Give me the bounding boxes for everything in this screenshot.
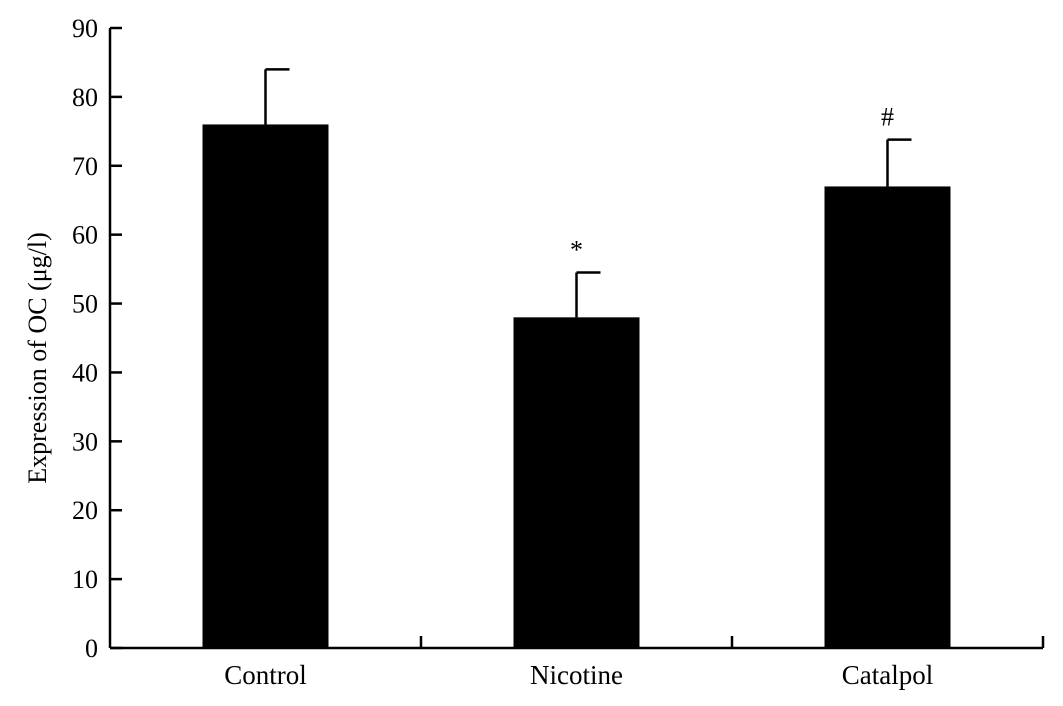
y-tick-label: 30 xyxy=(72,427,98,456)
x-tick-label: Nicotine xyxy=(530,660,623,690)
y-tick-label: 70 xyxy=(72,152,98,181)
y-tick-label: 10 xyxy=(72,565,98,594)
y-tick-label: 60 xyxy=(72,221,98,250)
y-tick-label: 90 xyxy=(72,14,98,43)
significance-mark: * xyxy=(570,236,583,265)
x-tick-label: Control xyxy=(224,660,307,690)
x-tick-label: Catalpol xyxy=(842,660,933,690)
y-tick-label: 0 xyxy=(85,634,98,663)
y-tick-label: 80 xyxy=(72,83,98,112)
y-tick-label: 50 xyxy=(72,290,98,319)
significance-mark: # xyxy=(881,103,894,132)
bar-catalpol xyxy=(824,186,951,648)
y-tick-label: 20 xyxy=(72,496,98,525)
bar-nicotine xyxy=(513,317,640,648)
bar-control xyxy=(202,124,329,648)
bars xyxy=(202,124,951,648)
y-tick-label: 40 xyxy=(72,358,98,387)
significance-marks: *# xyxy=(570,103,894,265)
error-bars xyxy=(264,68,912,318)
y-axis-title: Expression of OC (μg/l) xyxy=(23,232,52,484)
y-axis: 0 10 20 30 40 50 60 70 80 90 xyxy=(72,14,122,663)
